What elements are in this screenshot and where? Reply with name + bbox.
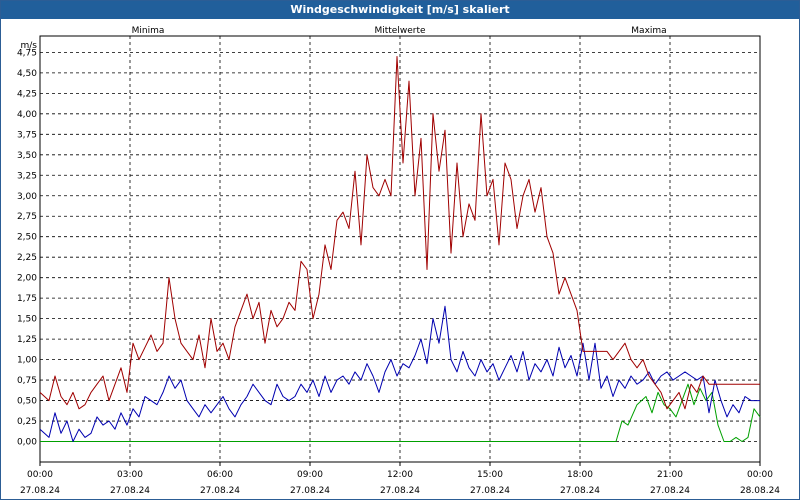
legend-minima: Minima	[132, 26, 165, 36]
x-tick-date: 27.08.24	[20, 486, 60, 496]
y-tick-label: 2,75	[17, 212, 37, 222]
series-lines	[39, 56, 761, 442]
x-tick-time: 00:00	[27, 470, 53, 480]
grid	[40, 36, 760, 462]
x-tick-time: 18:00	[567, 470, 593, 480]
y-tick-label: 4,75	[17, 48, 37, 58]
x-tick-time: 03:00	[117, 470, 143, 480]
y-tick-label: 2,25	[17, 253, 37, 263]
y-tick-label: 3,25	[17, 171, 37, 181]
y-tick-label: 3,50	[17, 151, 37, 161]
y-tick-label: 4,25	[17, 89, 37, 99]
x-tick-date: 27.08.24	[200, 486, 240, 496]
series-mittelwerte-line	[39, 305, 760, 442]
y-tick-label: 2,50	[17, 233, 37, 243]
y-tick-label: 4,50	[17, 69, 37, 79]
y-tick-label: 0,75	[17, 376, 37, 386]
legend-mittelwerte: Mittelwerte	[374, 26, 425, 36]
x-tick-time: 21:00	[657, 470, 683, 480]
y-tick-labels: 0,00 0,25 0,50 0,75 1,00 1,25 1,50 1,75 2,00 2,25…	[17, 48, 37, 447]
y-tick-label: 1,00	[17, 356, 37, 366]
y-tick-label: 1,25	[17, 335, 37, 345]
y-tick-label: 0,00	[17, 438, 37, 448]
x-tick-date: 27.08.24	[650, 486, 690, 496]
y-tick-label: 1,50	[17, 315, 37, 325]
x-tick-date: 27.08.24	[470, 486, 510, 496]
y-axis-unit: m/s	[21, 41, 38, 51]
x-tick-date: 27.08.24	[110, 486, 150, 496]
x-tick-date: 28.08.24	[740, 486, 780, 496]
axes	[39, 35, 761, 466]
x-tick-time: 06:00	[207, 470, 233, 480]
x-tick-date: 27.08.24	[560, 486, 600, 496]
x-tick-date: 27.08.24	[380, 486, 420, 496]
x-tick-time: 15:00	[477, 470, 503, 480]
series-maxima-line	[39, 56, 760, 410]
y-tick-label: 0,50	[17, 397, 37, 407]
x-tick-time: 00:00	[747, 470, 773, 480]
y-tick-label: 2,00	[17, 274, 37, 284]
legend: Minima Mittelwerte Maxima	[132, 26, 667, 36]
x-tick-time: 09:00	[297, 470, 323, 480]
y-tick-label: 0,25	[17, 417, 37, 427]
y-tick-label: 3,75	[17, 130, 37, 140]
series-minima-line	[40, 383, 761, 442]
y-tick-label: 1,75	[17, 294, 37, 304]
y-tick-label: 3,00	[17, 192, 37, 202]
x-tick-time: 12:00	[387, 470, 413, 480]
x-tick-date: 27.08.24	[290, 486, 330, 496]
y-tick-label: 4,00	[17, 110, 37, 120]
chart-title: Windgeschwindigkeit [m/s] skaliert	[1, 1, 799, 19]
x-tick-labels: 00:00 27.08.24 03:00 27.08.24 06:00 27.08.24 0…	[20, 470, 780, 496]
legend-maxima: Maxima	[631, 26, 666, 36]
